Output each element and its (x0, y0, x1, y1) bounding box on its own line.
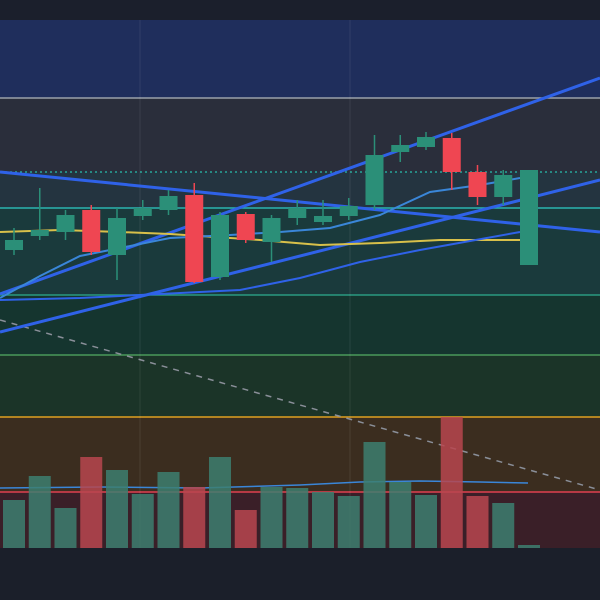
volume-bar (183, 487, 206, 548)
volume-bar (466, 496, 489, 548)
volume-bar (54, 508, 77, 548)
volume-bar (286, 488, 309, 548)
candle-body (520, 170, 538, 265)
volume-bar (157, 472, 180, 548)
volume-bar (80, 457, 103, 548)
volume-bar (28, 476, 51, 548)
trend-lines (0, 76, 600, 334)
candle-body (56, 215, 75, 232)
candle-body (159, 196, 178, 210)
volume-bar (337, 496, 360, 548)
volume-bar (106, 470, 128, 548)
candle-body (391, 145, 410, 152)
candle-body (365, 155, 384, 205)
candle-body (262, 218, 281, 242)
volume-bar (234, 510, 257, 548)
volume-bar (518, 545, 540, 548)
volume-bar (131, 494, 154, 548)
candle-body (211, 215, 229, 277)
candle-body (133, 208, 152, 216)
volume-bar (389, 482, 412, 548)
candle-body (417, 137, 435, 147)
candle-body (236, 214, 255, 240)
volume-bar (312, 492, 334, 548)
volume-bar (363, 442, 386, 548)
candle-body (494, 175, 513, 197)
candle-body (5, 240, 23, 250)
candle-body (82, 210, 101, 252)
candle-body (108, 218, 126, 255)
volume-bar (440, 417, 463, 548)
candle-body (314, 216, 332, 222)
candle-body (30, 230, 49, 236)
candle-body (339, 206, 358, 216)
level-lines (0, 20, 600, 548)
candle-body (442, 138, 461, 172)
candle-body (288, 208, 307, 218)
volume-bar (492, 503, 515, 548)
candle-body (185, 195, 204, 282)
candle-body (468, 172, 487, 197)
volume-bar (260, 487, 283, 548)
volume-bar (209, 457, 231, 548)
volume-bar (3, 500, 25, 548)
volume-bar (415, 495, 437, 548)
